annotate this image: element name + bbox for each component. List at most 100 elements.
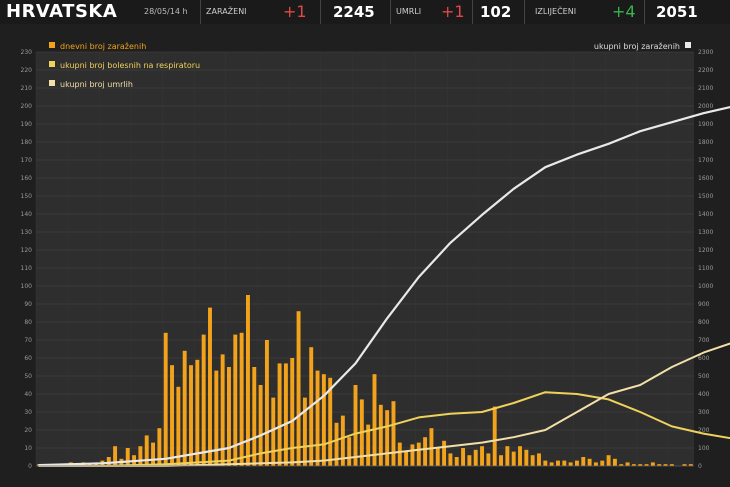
daily-cases-bar — [638, 464, 643, 466]
update-date: 28/05/14 h — [144, 7, 188, 16]
y-right-tick-label: 900 — [698, 301, 710, 308]
daily-cases-bar — [435, 448, 440, 466]
header-bar: HRVATSKA 28/05/14 h ZARAŽENI +1 2245 UMR… — [0, 0, 730, 24]
header-divider — [644, 0, 645, 24]
daily-cases-bar — [366, 424, 371, 466]
daily-cases-bar — [448, 453, 453, 466]
y-right-tick-label: 1000 — [698, 283, 713, 290]
daily-cases-bar — [480, 446, 485, 466]
y-right-tick-label: 1500 — [698, 193, 713, 200]
y-right-tick-label: 300 — [698, 409, 710, 416]
y-left-tick-label: 130 — [21, 229, 33, 236]
daily-cases-bar — [612, 458, 617, 466]
daily-cases-bar — [340, 415, 345, 466]
y-right-tick-label: 0 — [698, 463, 702, 470]
y-left-tick-label: 80 — [24, 319, 32, 326]
y-right-tick-label: 400 — [698, 391, 710, 398]
daily-cases-bar — [524, 449, 529, 466]
daily-cases-bar — [277, 363, 282, 466]
y-right-tick-label: 2000 — [698, 103, 713, 110]
daily-cases-bar — [195, 359, 200, 466]
daily-cases-bar — [271, 397, 276, 466]
daily-cases-bar — [245, 295, 250, 466]
daily-cases-bar — [144, 435, 149, 466]
series-line — [38, 342, 730, 467]
infected-label: ZARAŽENI — [206, 7, 247, 16]
y-right-tick-label: 2300 — [698, 49, 713, 56]
daily-cases-bar — [391, 401, 396, 466]
header-divider — [200, 0, 201, 24]
y-right-tick-label: 200 — [698, 427, 710, 434]
legend-swatch — [685, 42, 691, 48]
daily-cases-bar — [454, 457, 459, 466]
daily-cases-bar — [315, 370, 320, 466]
y-right-tick-label: 1100 — [698, 265, 713, 272]
y-left-tick-label: 60 — [24, 355, 32, 362]
daily-cases-bar — [220, 354, 225, 466]
y-left-tick-label: 150 — [21, 193, 33, 200]
y-left-tick-label: 70 — [24, 337, 32, 344]
daily-cases-bar — [239, 332, 244, 466]
legend-swatch — [49, 80, 55, 86]
daily-cases-bar — [163, 332, 168, 466]
daily-cases-bar — [600, 460, 605, 466]
daily-cases-bar — [264, 340, 269, 466]
daily-cases-bar — [334, 422, 339, 466]
legend-label: ukupni broj umrlih — [60, 80, 133, 89]
covid-chart: 0 0 10 100 20 200 30 300 40 400 50 500 60 600 70 700 80 8… — [21, 42, 730, 470]
daily-cases-bar — [353, 385, 358, 466]
daily-cases-bar — [568, 462, 573, 466]
daily-cases-bar — [650, 462, 655, 466]
daily-cases-bar — [587, 458, 592, 466]
y-left-tick-label: 110 — [21, 265, 33, 272]
y-left-tick-label: 0 — [28, 463, 32, 470]
daily-cases-bar — [189, 365, 193, 466]
legend-label: dnevni broj zaraženih — [60, 42, 146, 51]
daily-cases-bar — [593, 462, 598, 466]
country-title: HRVATSKA — [6, 1, 118, 22]
legend-label: ukupni broj bolesnih na respiratoru — [60, 61, 200, 70]
daily-cases-bar — [258, 385, 263, 466]
y-left-tick-label: 160 — [21, 175, 33, 182]
daily-cases-bar — [669, 464, 674, 466]
daily-cases-bar — [581, 457, 586, 466]
deaths-label: UMRLI — [396, 7, 422, 16]
daily-cases-bar — [176, 386, 181, 466]
daily-cases-bar — [138, 446, 143, 466]
daily-cases-bar — [530, 455, 535, 466]
daily-cases-bar — [631, 464, 636, 466]
daily-cases-bar — [410, 444, 415, 466]
daily-cases-bar — [290, 358, 295, 466]
daily-cases-bar — [214, 370, 219, 466]
y-right-tick-label: 1200 — [698, 247, 713, 254]
daily-cases-bar — [404, 451, 409, 466]
daily-cases-bar — [549, 462, 554, 466]
daily-cases-bar — [125, 448, 130, 466]
y-left-tick-label: 230 — [21, 49, 33, 56]
y-right-tick-label: 2200 — [698, 67, 713, 74]
y-left-tick-label: 190 — [21, 121, 33, 128]
daily-cases-bar — [682, 464, 687, 466]
daily-cases-bar — [321, 374, 326, 466]
y-left-tick-label: 210 — [21, 85, 33, 92]
header-divider — [390, 0, 391, 24]
header-divider — [472, 0, 473, 24]
daily-cases-bar — [233, 334, 238, 466]
legend-label: ukupni broj zaraženih — [594, 42, 680, 51]
daily-cases-bar — [201, 334, 206, 466]
daily-cases-bar — [151, 442, 156, 466]
daily-cases-bar — [302, 397, 307, 466]
y-right-tick-label: 1300 — [698, 229, 713, 236]
daily-cases-bar — [688, 464, 693, 466]
infected-total: 2245 — [333, 3, 375, 21]
y-left-tick-label: 140 — [21, 211, 33, 218]
y-right-tick-label: 1700 — [698, 157, 713, 164]
daily-cases-bar — [227, 367, 231, 466]
header-divider — [320, 0, 321, 24]
daily-cases-bar — [208, 307, 212, 466]
daily-cases-bar — [518, 446, 522, 466]
y-left-tick-label: 170 — [21, 157, 33, 164]
daily-cases-bar — [170, 365, 174, 466]
y-right-tick-label: 800 — [698, 319, 710, 326]
